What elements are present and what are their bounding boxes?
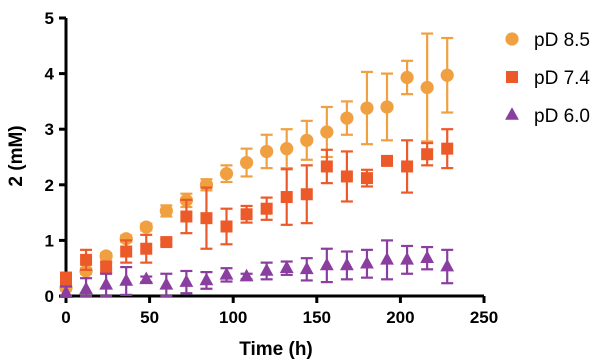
x-tick-label: 100 <box>219 308 247 327</box>
y-tick-label: 2 <box>45 176 54 195</box>
y-tick-label: 1 <box>45 231 54 250</box>
data-point <box>60 273 72 286</box>
data-point <box>240 208 253 221</box>
data-point <box>260 144 274 159</box>
legend-item-1: pD 7.4 <box>506 68 590 89</box>
data-point <box>360 101 374 115</box>
data-point <box>300 133 314 147</box>
y-tick-label: 3 <box>45 120 54 139</box>
x-tick-label: 0 <box>61 308 70 327</box>
data-point <box>239 155 254 170</box>
data-point <box>420 250 435 263</box>
y-axis-title: 2 (mM) <box>6 125 27 186</box>
legend-label: pD 6.0 <box>534 106 590 127</box>
y-tick-label: 4 <box>45 65 55 84</box>
data-point <box>200 212 213 225</box>
data-point <box>400 252 414 265</box>
legend-item-2: pD 6.0 <box>505 106 590 127</box>
data-point <box>360 255 374 269</box>
data-point <box>219 167 234 181</box>
data-point <box>340 111 354 125</box>
data-point <box>219 267 234 280</box>
data-point <box>320 125 334 139</box>
legend-marker <box>505 32 519 46</box>
data-point <box>119 232 133 246</box>
data-point <box>280 142 294 156</box>
axes-layer: 0 50 100 150 200 250 0 1 2 3 4 5 <box>45 9 499 327</box>
data-point <box>381 154 394 167</box>
data-point <box>160 236 173 249</box>
data-point <box>199 272 214 286</box>
data-point <box>400 70 414 85</box>
series-1 <box>60 128 454 288</box>
data-point <box>421 148 434 161</box>
legend: pD 8.5 pD 7.4 pD 6.0 <box>505 30 590 127</box>
series-layer <box>59 32 455 299</box>
legend-marker <box>505 107 519 120</box>
legend-item-0: pD 8.5 <box>505 30 590 51</box>
data-point <box>79 264 93 278</box>
data-point <box>420 80 434 95</box>
data-point <box>340 170 353 183</box>
data-point <box>119 273 134 286</box>
data-point <box>300 188 313 201</box>
data-point <box>440 68 454 82</box>
data-point <box>99 249 113 263</box>
data-point <box>380 100 394 114</box>
x-tick-label: 150 <box>303 308 331 327</box>
data-point <box>179 274 194 287</box>
data-point <box>100 261 113 274</box>
data-point <box>120 245 133 258</box>
x-tick-label: 250 <box>470 308 498 327</box>
data-point <box>80 253 93 266</box>
series-2 <box>59 239 455 299</box>
data-point <box>159 277 174 290</box>
data-point <box>139 220 153 234</box>
data-point <box>259 263 274 276</box>
data-point <box>180 210 193 223</box>
data-point <box>260 202 273 215</box>
data-point <box>220 220 233 233</box>
x-tick-label: 200 <box>386 308 414 327</box>
data-point <box>159 204 173 218</box>
data-point <box>139 271 154 285</box>
legend-label: pD 8.5 <box>534 30 590 51</box>
data-point <box>140 242 153 255</box>
data-point <box>441 142 454 155</box>
series-0 <box>59 32 454 295</box>
x-axis-title: Time (h) <box>239 339 313 360</box>
data-point <box>320 160 333 173</box>
data-point <box>299 261 314 275</box>
data-point <box>360 172 373 185</box>
data-point <box>440 258 455 272</box>
x-tick-label: 50 <box>140 308 159 327</box>
data-point <box>279 260 294 273</box>
data-point <box>339 257 354 271</box>
data-point <box>380 252 394 265</box>
y-tick-label: 0 <box>45 287 54 306</box>
data-point <box>280 191 293 204</box>
legend-marker <box>506 71 518 83</box>
y-tick-label: 5 <box>45 9 54 28</box>
data-point <box>239 268 254 282</box>
data-point <box>79 281 93 295</box>
data-point <box>59 285 73 299</box>
data-point <box>401 160 414 173</box>
data-point <box>319 257 334 271</box>
data-point <box>99 277 114 290</box>
legend-label: pD 7.4 <box>534 68 590 89</box>
